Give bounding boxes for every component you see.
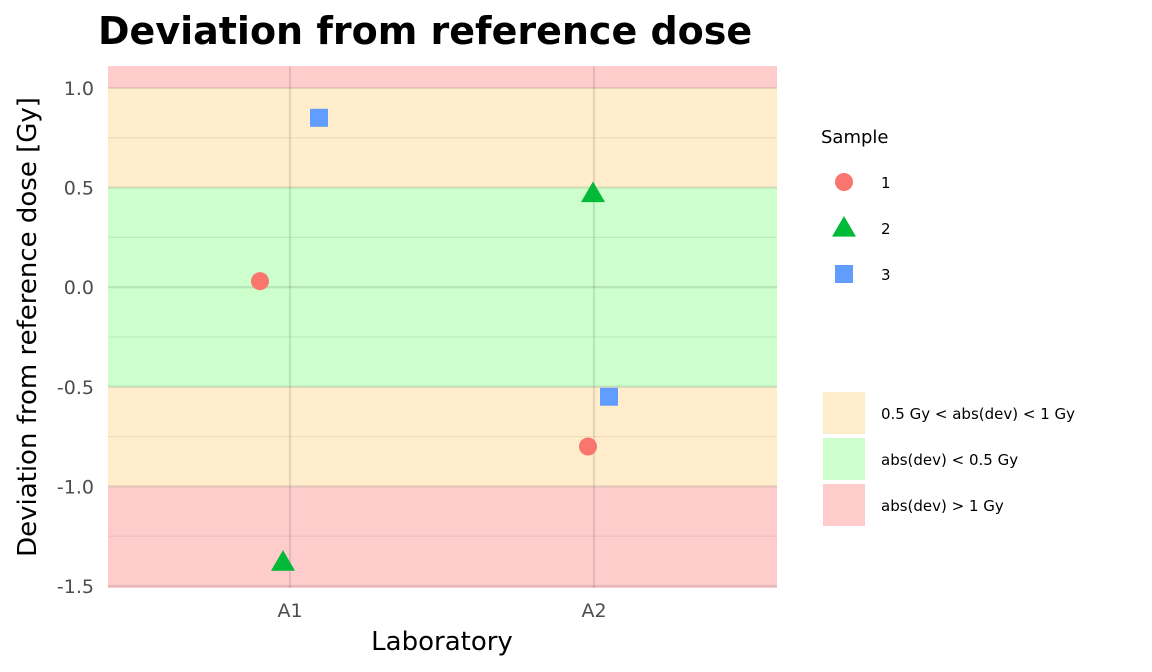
- x-axis-title: Laboratory: [371, 627, 513, 657]
- legend-key-band-2: [823, 484, 865, 526]
- legend-key-sample-3: [835, 265, 853, 283]
- y-tick-label-0: -1.5: [57, 576, 94, 598]
- legend-label-band-0: 0.5 Gy < abs(dev) < 1 Gy: [881, 405, 1075, 423]
- x-axis-ticks: A1 A2: [277, 600, 606, 622]
- x-tick-label-0: A1: [277, 600, 302, 622]
- band-0-0: [108, 486, 777, 588]
- band-2-0: [108, 187, 777, 387]
- legend-label-sample-3: 3: [881, 266, 891, 284]
- legend-label-sample-2: 2: [881, 220, 891, 238]
- point-sample-1-A1: [251, 272, 269, 291]
- y-tick-label-3: 0.0: [64, 277, 94, 299]
- y-tick-label-1: -1.0: [57, 476, 94, 498]
- band-1-1: [108, 87, 777, 188]
- legend-label-sample-1: 1: [881, 174, 891, 192]
- x-tick-label-1: A2: [581, 600, 606, 622]
- y-tick-label-4: 0.5: [64, 178, 94, 200]
- point-sample-1-A2: [579, 437, 597, 456]
- shape-legend-title: Sample: [821, 127, 889, 148]
- y-tick-label-5: 1.0: [64, 78, 94, 100]
- legend-key-band-0: [823, 392, 865, 434]
- shape-legend: Sample 1 2 3: [821, 127, 891, 284]
- legend-key-sample-1: [835, 173, 853, 191]
- fill-legend: 0.5 Gy < abs(dev) < 1 Gy abs(dev) < 0.5 G…: [823, 392, 1075, 526]
- point-sample-3-A2: [600, 387, 618, 406]
- data-points: [251, 108, 618, 571]
- point-sample-3-A1: [310, 108, 328, 127]
- chart-title: Deviation from reference dose: [98, 9, 752, 53]
- grid-lines: [108, 66, 777, 588]
- legend-label-band-2: abs(dev) > 1 Gy: [881, 497, 1004, 515]
- point-sample-2-A1: [271, 550, 295, 571]
- band-1-0: [108, 386, 777, 487]
- y-axis-ticks: -1.5 -1.0 -0.5 0.0 0.5 1.0: [57, 78, 94, 598]
- y-tick-label-2: -0.5: [57, 377, 94, 399]
- point-sample-2-A2: [581, 181, 605, 203]
- band-0-1: [108, 66, 777, 88]
- y-axis-title: Deviation from reference dose [Gy]: [13, 97, 43, 557]
- background-bands: [108, 66, 777, 588]
- legend-key-band-1: [823, 438, 865, 480]
- legend-label-band-1: abs(dev) < 0.5 Gy: [881, 451, 1018, 469]
- legend-key-sample-2: [832, 216, 856, 237]
